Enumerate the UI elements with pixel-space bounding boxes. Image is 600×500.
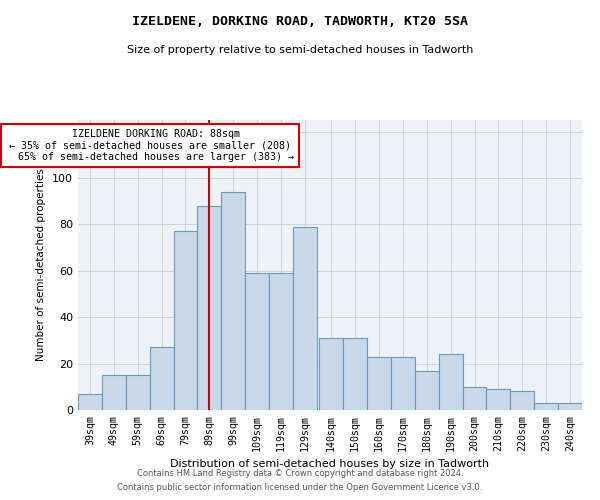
Bar [173, 232, 197, 410]
Bar [293, 226, 317, 410]
Bar [487, 389, 511, 410]
Bar [511, 392, 534, 410]
Bar [197, 206, 221, 410]
Bar [102, 375, 126, 410]
Text: Contains HM Land Registry data © Crown copyright and database right 2024.: Contains HM Land Registry data © Crown c… [137, 468, 463, 477]
Bar [534, 403, 558, 410]
Text: Size of property relative to semi-detached houses in Tadworth: Size of property relative to semi-detach… [127, 45, 473, 55]
Bar [558, 403, 582, 410]
Bar [367, 356, 391, 410]
Bar [391, 356, 415, 410]
Bar [78, 394, 102, 410]
Text: IZELDENE, DORKING ROAD, TADWORTH, KT20 5SA: IZELDENE, DORKING ROAD, TADWORTH, KT20 5… [132, 15, 468, 28]
Y-axis label: Number of semi-detached properties: Number of semi-detached properties [37, 168, 46, 362]
Bar [221, 192, 245, 410]
Bar [245, 273, 269, 410]
Bar [149, 348, 173, 410]
Bar [415, 370, 439, 410]
Text: IZELDENE DORKING ROAD: 88sqm
← 35% of semi-detached houses are smaller (208)
  6: IZELDENE DORKING ROAD: 88sqm ← 35% of se… [5, 130, 293, 162]
Bar [463, 387, 487, 410]
Bar [439, 354, 463, 410]
Text: Contains public sector information licensed under the Open Government Licence v3: Contains public sector information licen… [118, 484, 482, 492]
X-axis label: Distribution of semi-detached houses by size in Tadworth: Distribution of semi-detached houses by … [170, 459, 490, 469]
Bar [126, 375, 149, 410]
Bar [269, 273, 293, 410]
Bar [343, 338, 367, 410]
Bar [319, 338, 343, 410]
